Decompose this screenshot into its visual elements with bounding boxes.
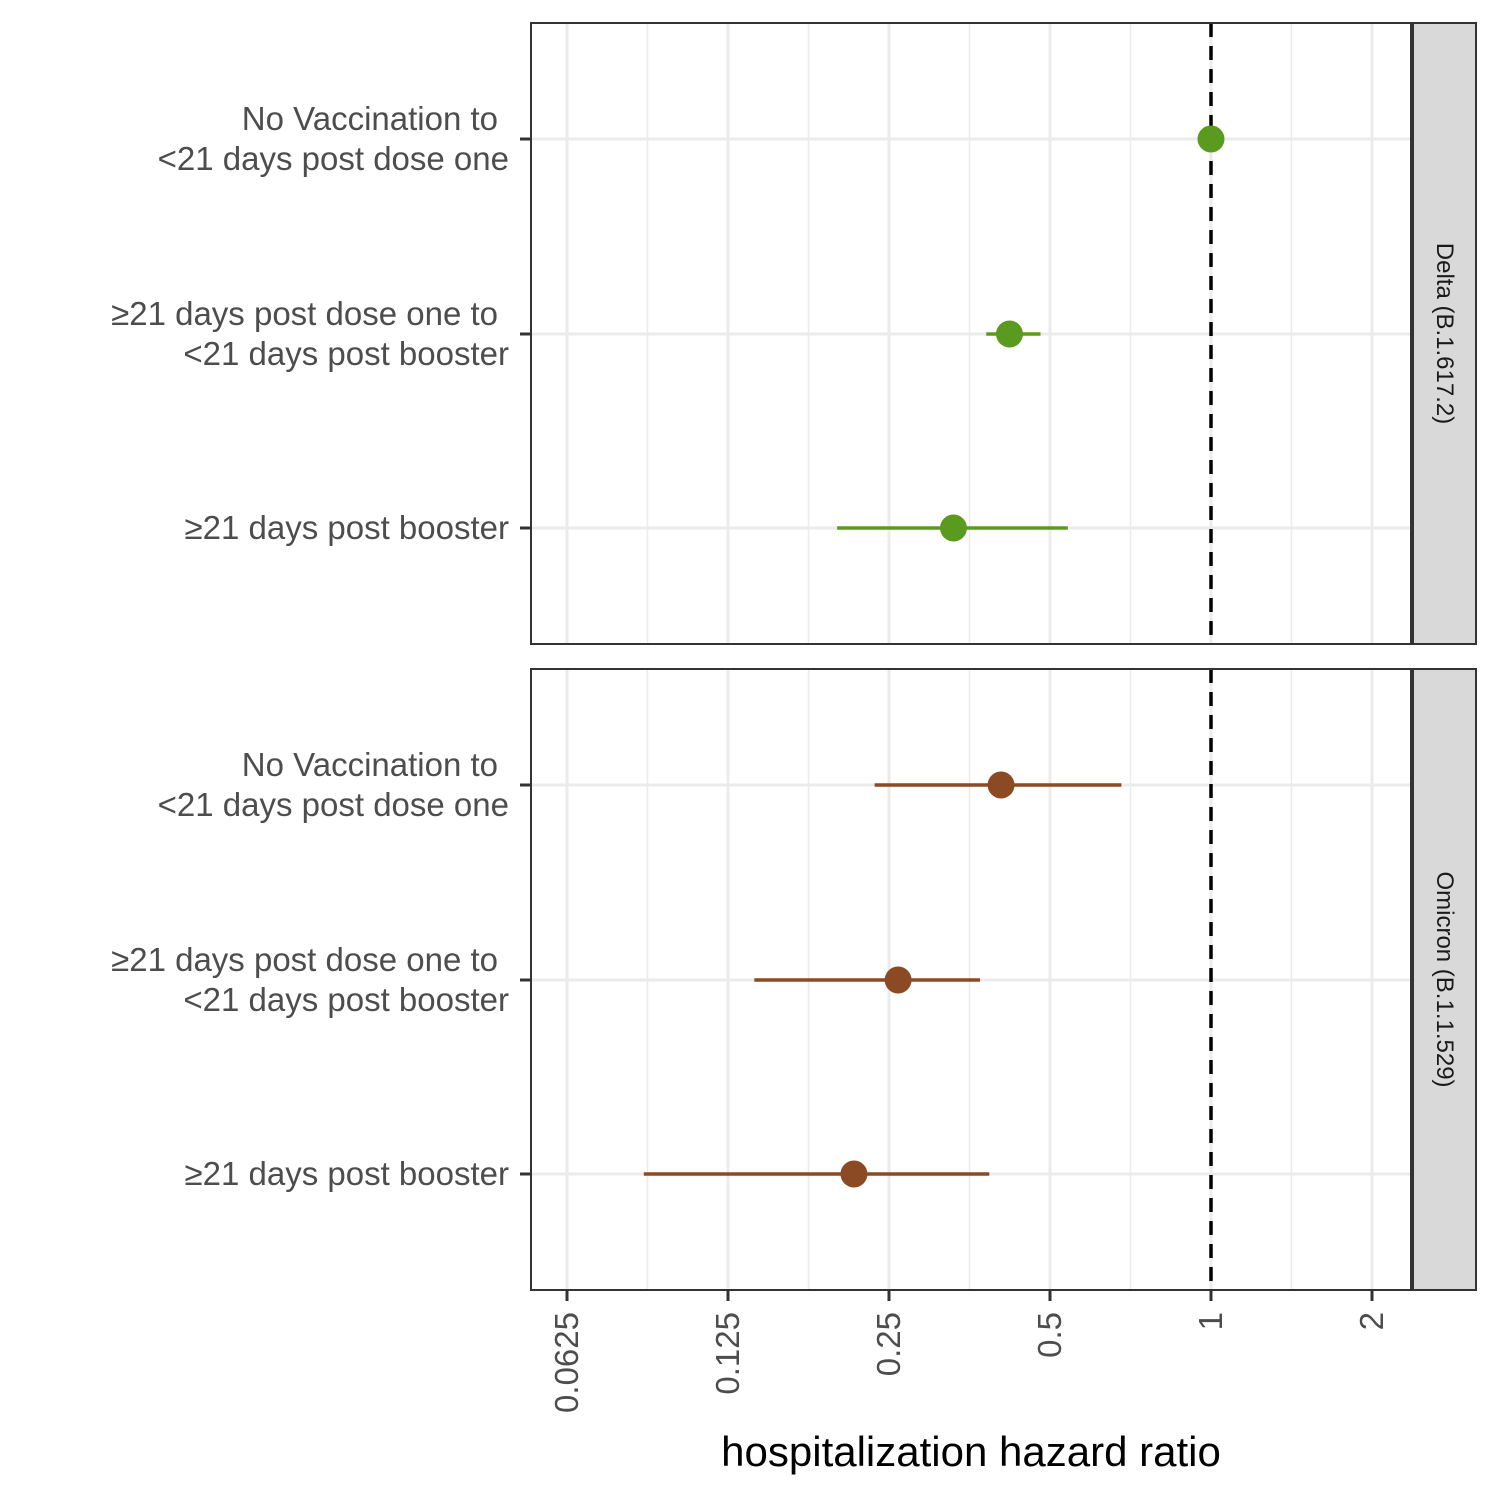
strip-label: Omicron (B.1.1.529): [1431, 871, 1458, 1087]
category-label: <21 days post dose one: [158, 140, 509, 177]
panel-1: No Vaccination to<21 days post dose one ≥…: [111, 22, 1477, 645]
x-tick-label: 2: [1353, 1312, 1390, 1330]
point-estimate: [1197, 125, 1225, 153]
category-label: <21 days post booster: [183, 981, 509, 1018]
panel-2: No Vaccination to<21 days post dose one ≥…: [111, 668, 1477, 1291]
strip-background: [1412, 22, 1477, 645]
category-label: ≥21 days post booster: [185, 1155, 509, 1192]
x-tick-label: 0.0625: [548, 1312, 585, 1413]
x-tick-label: 0.125: [709, 1312, 746, 1395]
x-tick-label: 0.25: [870, 1312, 907, 1376]
panel-border: [530, 22, 1412, 645]
category-label: <21 days post dose one: [158, 786, 509, 823]
category-label: ≥21 days post dose one to: [111, 941, 498, 978]
category-label: ≥21 days post dose one to: [111, 295, 498, 332]
point-estimate: [840, 1160, 868, 1188]
point-estimate: [884, 966, 912, 994]
x-tick-label: 1: [1192, 1312, 1229, 1330]
point-estimate: [939, 514, 967, 542]
strip-background: [1412, 668, 1477, 1291]
category-label: ≥21 days post booster: [185, 509, 509, 546]
point-estimate: [987, 771, 1015, 799]
strip-label: Delta (B.1.617.2): [1431, 243, 1458, 424]
point-estimate: [996, 320, 1024, 348]
x-axis-title: hospitalization hazard ratio: [721, 1428, 1221, 1475]
category-label: <21 days post booster: [183, 335, 509, 372]
category-label: No Vaccination to: [242, 100, 498, 137]
category-label: No Vaccination to: [242, 746, 498, 783]
x-tick-label: 0.5: [1031, 1312, 1068, 1358]
panel-border: [530, 668, 1412, 1291]
